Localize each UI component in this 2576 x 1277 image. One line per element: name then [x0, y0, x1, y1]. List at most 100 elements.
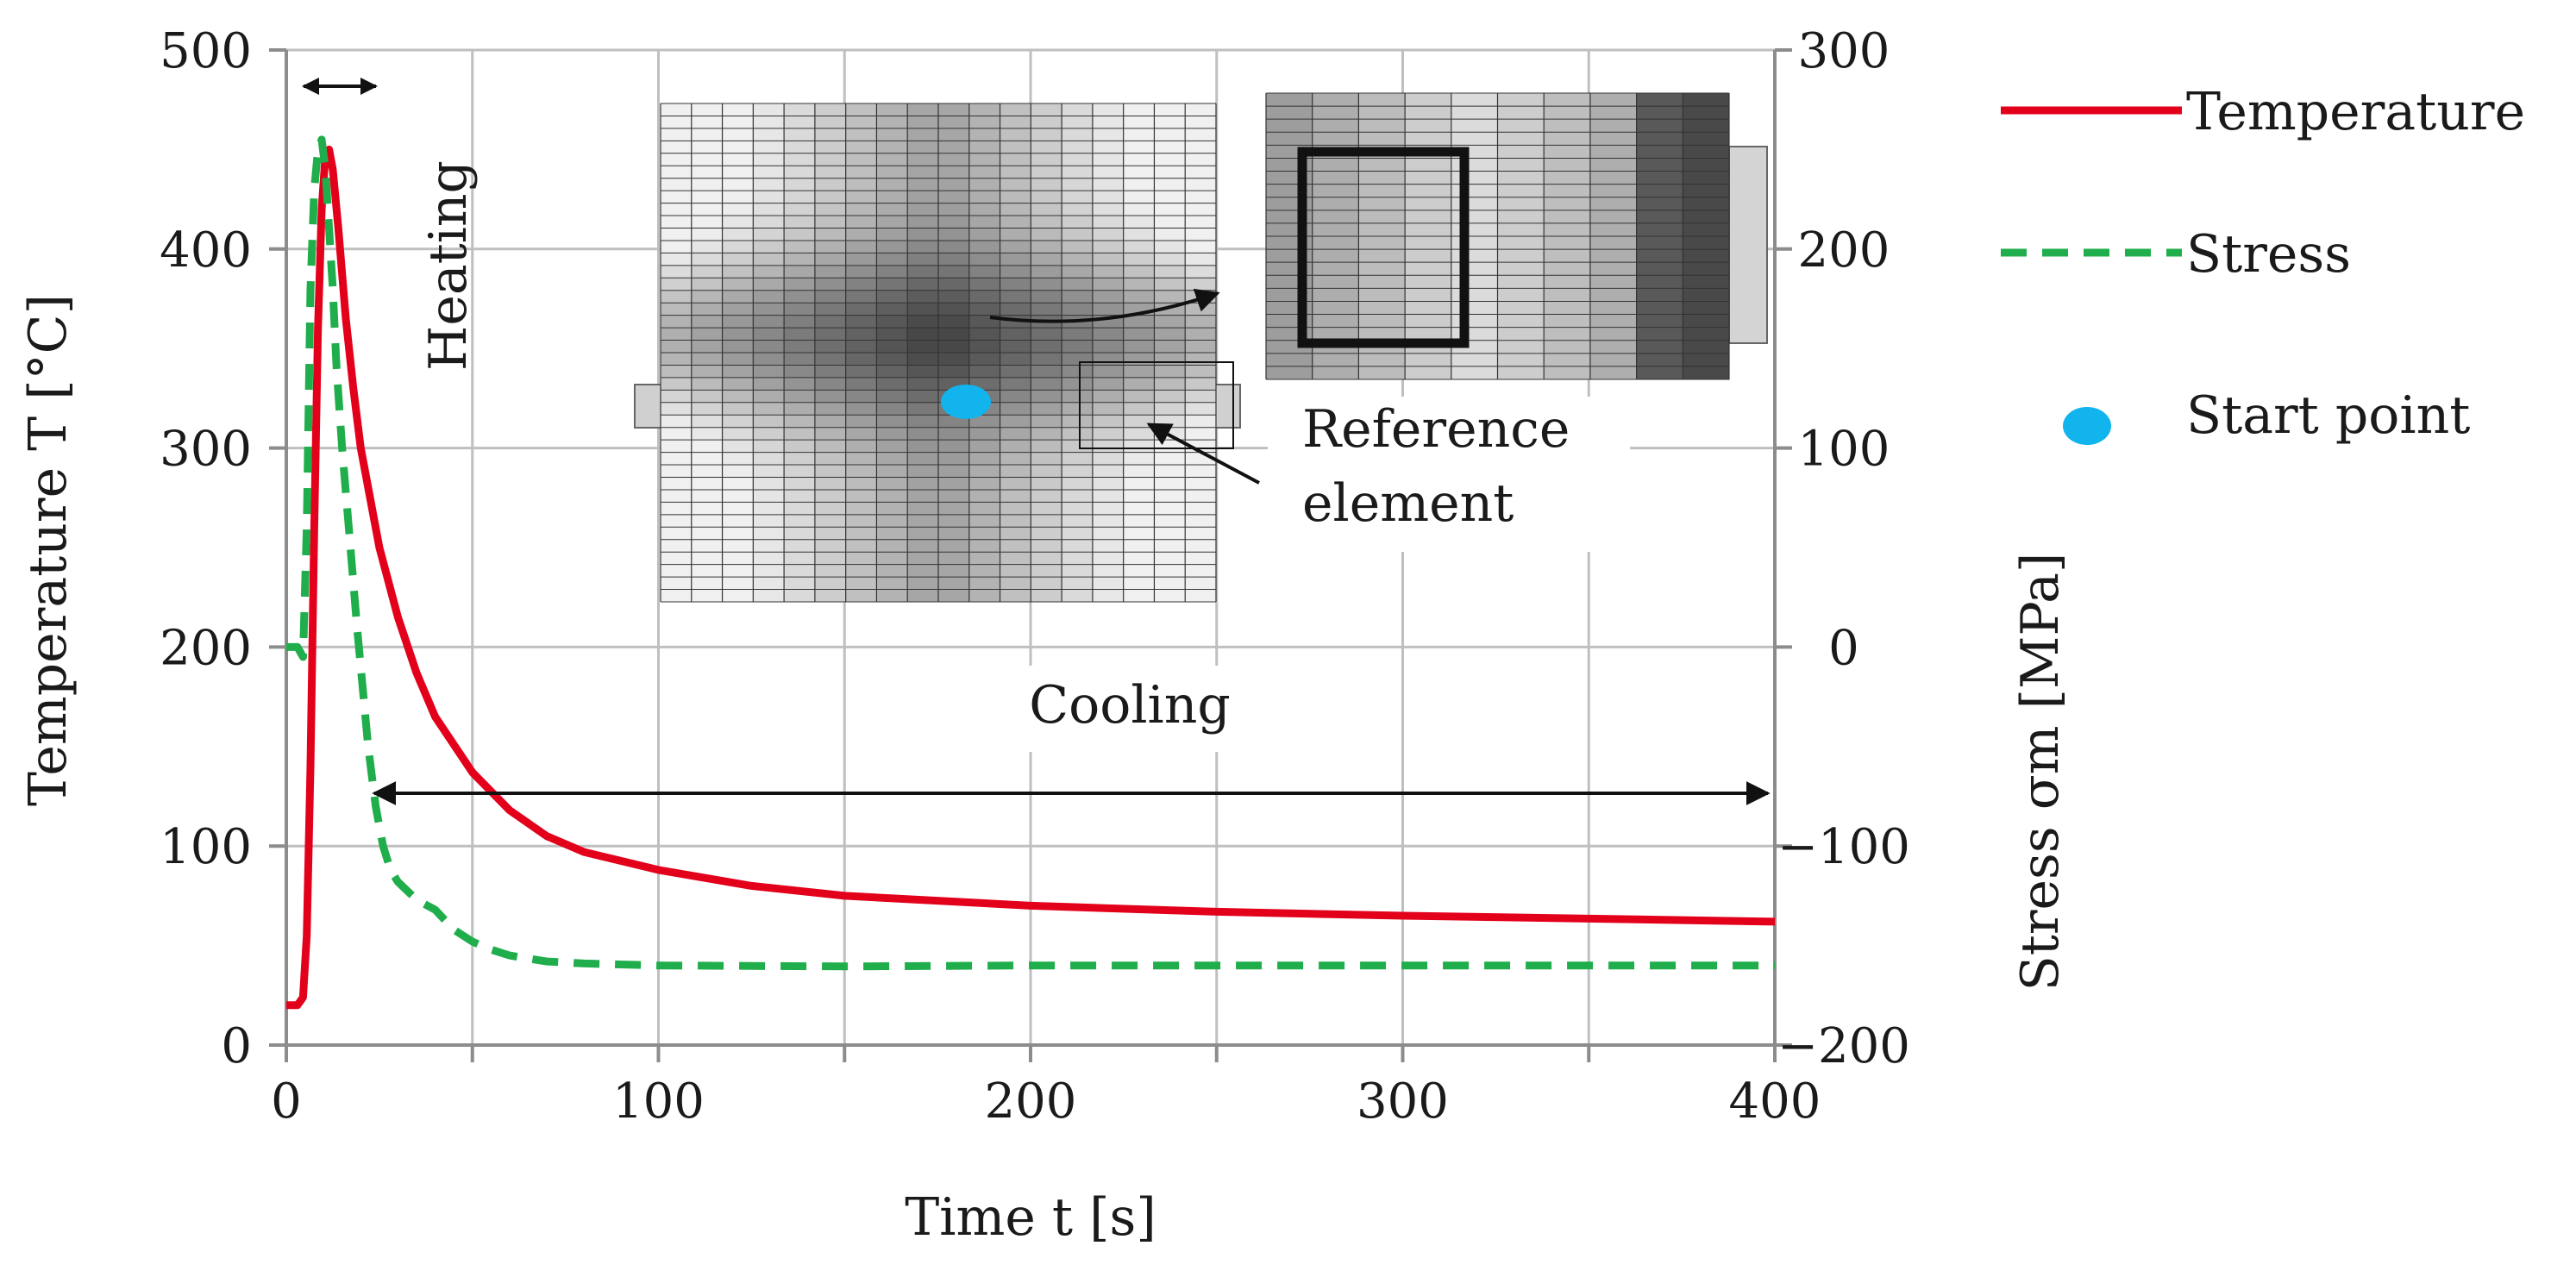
- mesh-cell: [876, 103, 908, 116]
- mesh-cell: [968, 577, 1001, 591]
- reference-element-box: [1079, 361, 1234, 449]
- reference-label-line-2: element: [1302, 473, 1514, 534]
- mesh-cell: [753, 265, 785, 279]
- mesh-cell: [1451, 353, 1498, 367]
- mesh-cell: [1154, 240, 1186, 254]
- mesh-cell: [1123, 402, 1155, 416]
- mesh-cell: [1312, 222, 1359, 237]
- mesh-cell: [876, 228, 908, 241]
- mesh-cell: [814, 116, 847, 129]
- reference-arrow: [1146, 423, 1260, 485]
- mesh-cell: [1589, 314, 1638, 329]
- mesh-cell: [784, 290, 816, 304]
- mesh-cell: [907, 128, 939, 141]
- mesh-cell: [938, 153, 970, 166]
- mesh-cell: [1062, 377, 1094, 391]
- cooling-label: Cooling: [1029, 675, 1231, 736]
- mesh-cell: [968, 228, 1001, 241]
- mesh-cell: [1092, 440, 1125, 454]
- mesh-cell: [814, 290, 847, 304]
- mesh-cell: [1062, 552, 1094, 566]
- mesh-cell: [907, 452, 939, 466]
- mesh-cell: [938, 303, 970, 316]
- mesh-cell: [1092, 290, 1125, 304]
- mesh-cell: [1154, 340, 1186, 354]
- mesh-cell: [1092, 340, 1125, 354]
- mesh-cell: [1544, 119, 1591, 133]
- mesh-cell: [1683, 366, 1730, 380]
- mesh-cell: [1312, 314, 1359, 329]
- mesh-cell: [1185, 253, 1217, 266]
- mesh-cell: [1000, 589, 1031, 603]
- mesh-cell: [661, 452, 693, 466]
- mesh-cell: [968, 265, 1001, 279]
- mesh-cell: [814, 191, 847, 204]
- mesh-cell: [1092, 452, 1125, 466]
- mesh-cell: [1312, 210, 1359, 224]
- mesh-cell: [907, 191, 939, 204]
- mesh-cell: [1312, 158, 1359, 172]
- mesh-cell: [1589, 288, 1638, 302]
- mesh-cell: [722, 390, 754, 404]
- mesh-cell: [1154, 552, 1186, 566]
- mesh-cell: [876, 564, 908, 578]
- mesh-cell: [661, 166, 693, 179]
- mesh-cell: [814, 265, 847, 279]
- mesh-cell: [845, 278, 877, 291]
- mesh-cell: [1123, 141, 1155, 154]
- mesh-cell: [661, 427, 693, 441]
- mesh-cell: [661, 328, 693, 341]
- mesh-cell: [876, 166, 908, 179]
- mesh-cell: [722, 577, 754, 591]
- mesh-cell: [661, 203, 693, 216]
- mesh-cell: [1636, 132, 1683, 146]
- mesh-cell: [691, 440, 724, 454]
- mesh-cell: [1000, 203, 1031, 216]
- mesh-cell: [1062, 265, 1094, 279]
- mesh-cell: [753, 353, 785, 366]
- legend-start-point-label: Start point: [2186, 385, 2470, 446]
- mesh-cell: [1266, 132, 1313, 146]
- mesh-cell: [1312, 262, 1359, 276]
- mesh-cell: [1683, 171, 1730, 185]
- mesh-cell: [1405, 288, 1452, 302]
- mesh-cell: [938, 552, 970, 566]
- mesh-cell: [1497, 236, 1545, 250]
- mesh-cell: [1031, 178, 1062, 191]
- mesh-cell: [968, 502, 1001, 516]
- mesh-cell: [938, 265, 970, 279]
- mesh-cell: [1154, 514, 1186, 528]
- mesh-cell: [691, 116, 724, 129]
- mesh-cell: [1031, 353, 1062, 366]
- mesh-cell: [1000, 489, 1031, 503]
- mesh-cell: [753, 340, 785, 354]
- mesh-cell: [1497, 366, 1545, 380]
- mesh-cell: [1497, 210, 1545, 224]
- mesh-cell: [1092, 128, 1125, 141]
- mesh-cell: [784, 465, 816, 478]
- mesh-cell: [1154, 116, 1186, 129]
- mesh-cell: [1000, 166, 1031, 179]
- mesh-cell: [1123, 390, 1155, 404]
- zoom-reference-element: [1297, 147, 1470, 348]
- mesh-cell: [1405, 236, 1452, 250]
- mesh-cell: [661, 514, 693, 528]
- mesh-cell: [661, 315, 693, 329]
- mesh-cell: [691, 415, 724, 429]
- mesh-cell: [938, 116, 970, 129]
- mesh-cell: [1405, 158, 1452, 172]
- mesh-cell: [661, 153, 693, 166]
- legend-start-point-marker: [2063, 407, 2111, 445]
- mesh-cell: [1031, 477, 1062, 491]
- mesh-cell: [1123, 153, 1155, 166]
- mesh-cell: [1589, 222, 1638, 237]
- mesh-cell: [968, 253, 1001, 266]
- mesh-cell: [876, 253, 908, 266]
- mesh-cell: [1589, 366, 1638, 380]
- mesh-cell: [661, 128, 693, 141]
- mesh-cell: [968, 116, 1001, 129]
- mesh-cell: [938, 340, 970, 354]
- mesh-cell: [1497, 288, 1545, 302]
- mesh-cell: [784, 128, 816, 141]
- mesh-cell: [691, 328, 724, 341]
